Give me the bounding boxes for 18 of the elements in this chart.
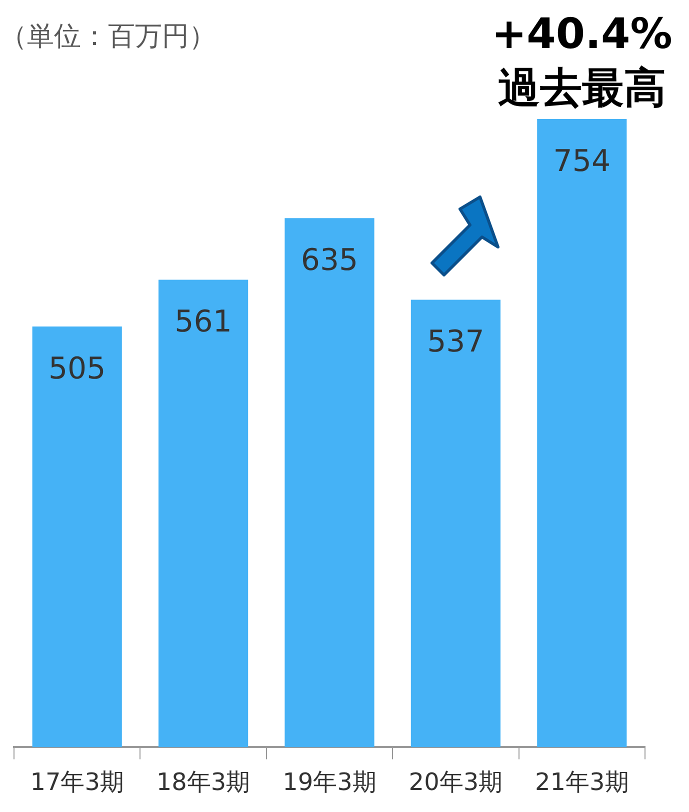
x-tick-label: 20年3期 xyxy=(408,768,503,796)
data-label: 561 xyxy=(174,304,232,340)
data-label: 537 xyxy=(427,324,484,360)
chart-title: （単位：百万円） xyxy=(0,20,216,54)
bar xyxy=(284,218,374,748)
annotation: +40.4% xyxy=(491,8,672,58)
bar xyxy=(410,300,500,748)
x-tick-label: 18年3期 xyxy=(156,768,250,796)
data-label: 505 xyxy=(48,351,106,386)
data-label: 635 xyxy=(300,242,358,278)
bar xyxy=(32,326,122,748)
data-label: 754 xyxy=(553,144,611,179)
bar xyxy=(537,119,627,748)
annotation: 過去最高 xyxy=(498,62,666,112)
x-tick-label: 19年3期 xyxy=(282,768,376,796)
x-tick-label: 17年3期 xyxy=(30,768,124,796)
x-tick-label: 21年3期 xyxy=(534,768,629,796)
bar xyxy=(158,280,248,748)
